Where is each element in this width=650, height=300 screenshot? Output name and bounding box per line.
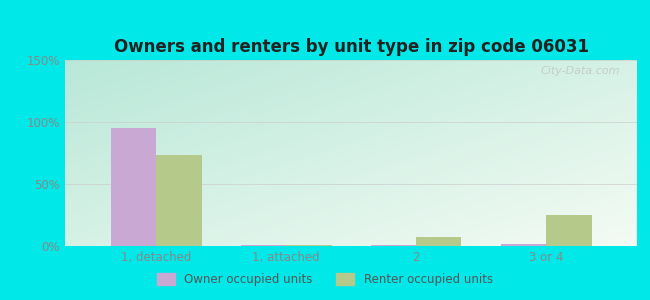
Text: City-Data.com: City-Data.com xyxy=(540,66,620,76)
Title: Owners and renters by unit type in zip code 06031: Owners and renters by unit type in zip c… xyxy=(114,38,588,56)
Bar xyxy=(546,215,592,246)
Bar xyxy=(156,155,202,246)
Bar xyxy=(500,244,546,246)
Bar xyxy=(416,237,462,246)
Legend: Owner occupied units, Renter occupied units: Owner occupied units, Renter occupied un… xyxy=(153,268,497,291)
Bar xyxy=(286,245,332,246)
Bar xyxy=(370,245,416,246)
Bar xyxy=(111,128,156,246)
Bar xyxy=(240,245,286,246)
